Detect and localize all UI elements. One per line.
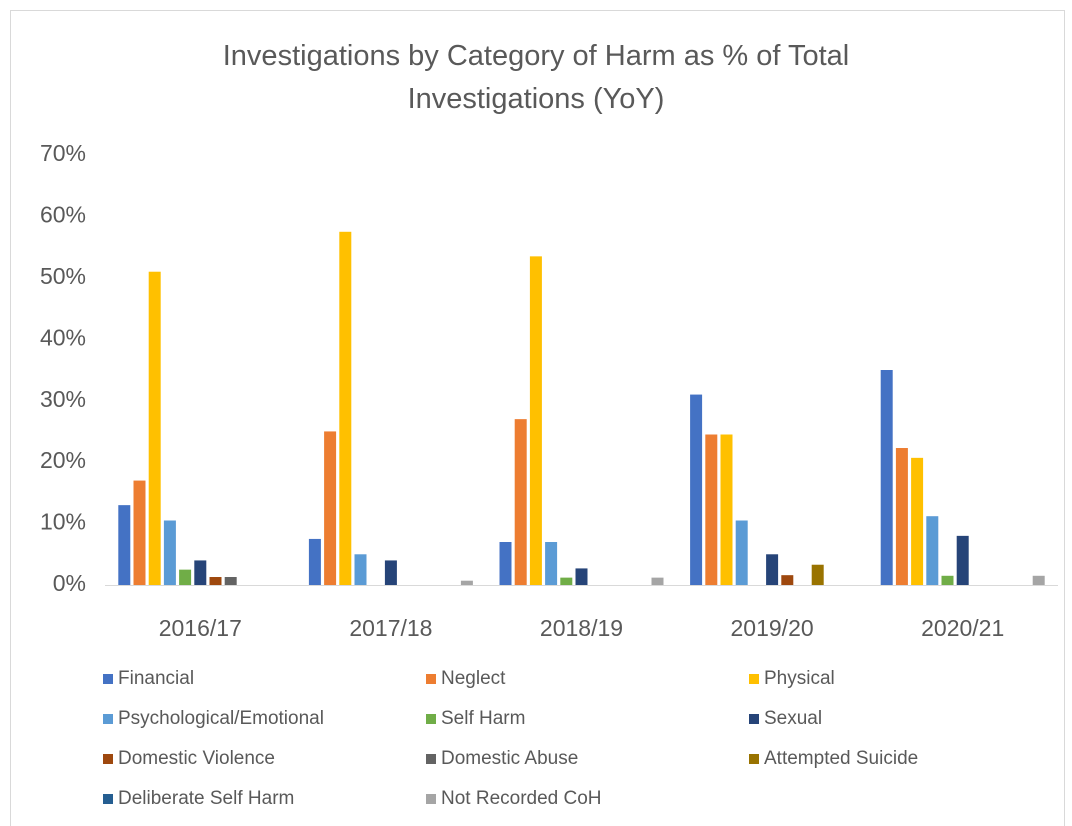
bar [209, 577, 222, 585]
bar [148, 271, 161, 585]
bar [690, 394, 703, 585]
bar [766, 554, 779, 585]
bar [324, 431, 337, 585]
legend-swatch [749, 754, 759, 764]
legend-label: Domestic Violence [118, 748, 275, 769]
legend-swatch [749, 674, 759, 684]
legend-swatch [426, 714, 436, 724]
bar [651, 577, 664, 585]
x-tick-label: 2017/18 [349, 615, 432, 641]
bar [941, 575, 954, 585]
legend-label: Not Recorded CoH [441, 788, 602, 809]
bar [911, 457, 924, 585]
y-tick-label: 50% [40, 263, 86, 289]
bar [705, 434, 718, 585]
bar [956, 535, 969, 585]
legend-label: Neglect [441, 668, 506, 689]
legend-label: Sexual [764, 708, 822, 729]
legend-swatch [749, 714, 759, 724]
y-tick-label: 10% [40, 509, 86, 535]
bar [529, 256, 542, 585]
bar [895, 448, 908, 585]
legend-swatch [426, 754, 436, 764]
bar [499, 542, 512, 585]
bar [781, 575, 794, 585]
bar [575, 568, 588, 585]
y-tick-label: 30% [40, 386, 86, 412]
bar [194, 560, 207, 585]
legend-label: Domestic Abuse [441, 748, 578, 769]
legend-swatch [103, 674, 113, 684]
y-tick-label: 60% [40, 202, 86, 228]
legend-swatch [103, 794, 113, 804]
bar [560, 577, 573, 585]
legend-swatch [426, 674, 436, 684]
y-tick-label: 70% [40, 140, 86, 166]
bar [224, 577, 237, 585]
x-tick-label: 2018/19 [540, 615, 623, 641]
bar [880, 370, 893, 585]
legend-label: Deliberate Self Harm [118, 788, 294, 809]
chart-border [10, 10, 1065, 826]
legend-swatch [426, 794, 436, 804]
bar [354, 554, 367, 585]
bar [926, 516, 939, 585]
x-tick-label: 2020/21 [921, 615, 1004, 641]
bar [720, 434, 733, 585]
bar [339, 231, 352, 586]
x-tick-label: 2019/20 [731, 615, 814, 641]
bar [179, 569, 192, 585]
bar [118, 505, 131, 585]
bar [514, 419, 527, 585]
bar [163, 520, 176, 585]
bar [460, 580, 473, 585]
legend-label: Financial [118, 668, 194, 689]
bar [1032, 575, 1045, 585]
legend-label: Psychological/Emotional [118, 708, 324, 729]
bar [545, 542, 558, 585]
legend-label: Physical [764, 668, 835, 689]
bar [811, 564, 824, 585]
y-tick-label: 0% [53, 570, 86, 596]
bar [384, 560, 397, 585]
bar [308, 538, 321, 585]
legend-label: Self Harm [441, 708, 525, 729]
x-tick-label: 2016/17 [159, 615, 242, 641]
bar [735, 520, 748, 585]
y-tick-label: 40% [40, 324, 86, 350]
y-tick-label: 20% [40, 447, 86, 473]
bar [133, 480, 146, 585]
legend-swatch [103, 754, 113, 764]
legend-swatch [103, 714, 113, 724]
chart-title: Investigations by Category of Harm as % … [222, 40, 850, 115]
legend-label: Attempted Suicide [764, 748, 918, 769]
